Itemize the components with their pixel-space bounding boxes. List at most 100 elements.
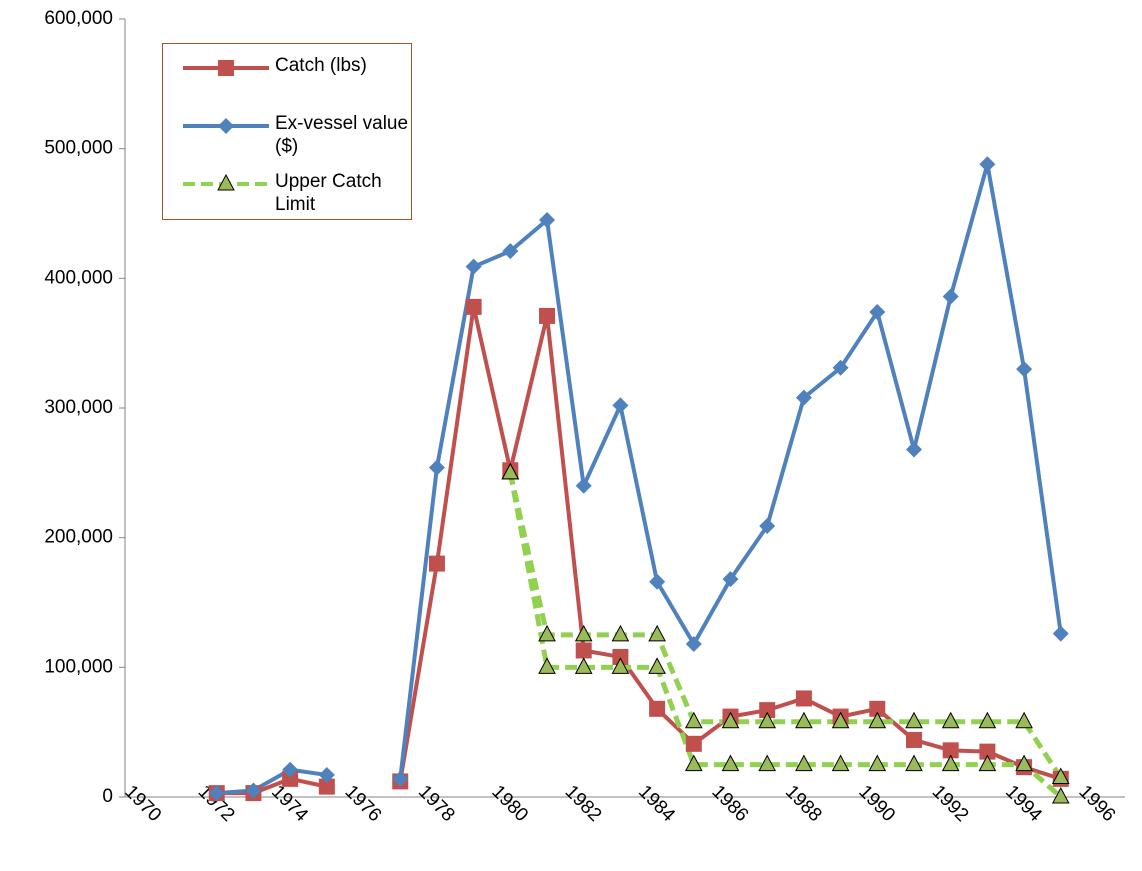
x-tick-label: 1982 xyxy=(561,781,606,826)
x-tick-label: 1996 xyxy=(1074,781,1119,826)
marker xyxy=(868,711,887,729)
marker xyxy=(685,635,702,652)
x-tick-label: 1978 xyxy=(414,781,459,826)
marker xyxy=(684,754,703,772)
y-tick-label: 300,000 xyxy=(44,397,113,418)
marker xyxy=(648,624,666,642)
legend-label: Upper Catch Limit xyxy=(275,171,382,215)
legend-item: Upper Catch Limit xyxy=(163,166,413,216)
legend-swatch xyxy=(183,60,269,76)
y-tick-label: 100,000 xyxy=(44,656,113,677)
x-tick-label: 1974 xyxy=(267,781,312,826)
marker xyxy=(574,624,593,642)
marker xyxy=(428,555,445,572)
marker xyxy=(282,770,299,787)
series-line xyxy=(507,472,1063,799)
marker xyxy=(979,156,996,173)
series-line xyxy=(216,162,1063,796)
marker xyxy=(245,782,262,799)
marker xyxy=(795,389,812,406)
marker xyxy=(759,517,776,534)
legend-swatch xyxy=(183,118,269,134)
legend-label: Ex-vessel value ($) xyxy=(275,113,409,157)
marker xyxy=(649,573,666,590)
marker xyxy=(1015,754,1033,772)
marker xyxy=(218,60,234,76)
marker xyxy=(831,711,850,729)
y-tick-label: 200,000 xyxy=(44,527,113,548)
legend-swatch xyxy=(183,173,269,191)
legend: Catch (lbs) Ex-vessel value ($) Upper Catc… xyxy=(162,43,412,220)
marker xyxy=(428,459,445,476)
marker xyxy=(649,700,666,717)
marker xyxy=(1051,786,1070,804)
marker xyxy=(611,657,630,674)
marker xyxy=(941,711,960,729)
marker xyxy=(501,462,520,480)
x-tick-label: 1986 xyxy=(708,781,753,826)
y-tick-label: 0 xyxy=(102,786,113,807)
marker xyxy=(869,304,886,321)
marker xyxy=(539,307,556,324)
marker xyxy=(722,571,739,588)
marker xyxy=(574,657,593,674)
marker xyxy=(684,711,703,729)
marker xyxy=(979,743,996,760)
x-tick-label: 1994 xyxy=(1001,781,1046,826)
marker xyxy=(942,288,959,305)
marker xyxy=(538,657,556,674)
marker xyxy=(978,754,997,772)
marker xyxy=(941,754,960,772)
marker xyxy=(721,754,740,772)
x-tick-label: 1992 xyxy=(928,781,973,826)
marker xyxy=(868,754,887,772)
marker xyxy=(539,211,556,228)
marker xyxy=(905,731,922,748)
x-tick-label: 1984 xyxy=(634,781,679,826)
marker xyxy=(905,711,923,729)
legend-item: Ex-vessel value ($) xyxy=(163,108,413,158)
marker xyxy=(758,754,777,772)
marker xyxy=(1015,711,1033,729)
x-tick-label: 1976 xyxy=(341,781,386,826)
marker xyxy=(502,243,519,260)
marker xyxy=(942,742,959,759)
marker xyxy=(575,477,592,494)
marker xyxy=(905,754,923,772)
marker xyxy=(978,711,997,729)
marker xyxy=(795,754,813,772)
marker xyxy=(648,657,666,674)
marker xyxy=(318,778,335,795)
marker xyxy=(538,624,556,642)
marker xyxy=(1051,767,1070,785)
legend-item: Catch (lbs) xyxy=(163,50,413,100)
x-tick-label: 1970 xyxy=(120,781,165,826)
marker xyxy=(795,690,812,707)
legend-label: Catch (lbs) xyxy=(275,55,367,76)
x-tick-label: 1988 xyxy=(781,781,826,826)
marker xyxy=(465,298,482,315)
x-tick-label: 1980 xyxy=(487,781,532,826)
marker xyxy=(831,754,850,772)
marker xyxy=(575,642,592,659)
marker xyxy=(795,711,813,729)
x-tick-label: 1990 xyxy=(854,781,899,826)
marker xyxy=(217,173,235,191)
marker xyxy=(392,770,409,787)
marker xyxy=(905,441,922,458)
marker xyxy=(318,766,335,783)
series-line xyxy=(507,472,1063,779)
marker xyxy=(208,785,225,802)
marker xyxy=(612,397,629,414)
y-tick-label: 400,000 xyxy=(44,267,113,288)
marker xyxy=(218,118,234,134)
y-tick-label: 500,000 xyxy=(44,138,113,159)
marker xyxy=(1016,361,1033,378)
marker xyxy=(685,735,702,752)
marker xyxy=(832,359,849,376)
marker xyxy=(282,761,299,778)
marker xyxy=(1052,625,1069,642)
marker xyxy=(759,702,776,719)
